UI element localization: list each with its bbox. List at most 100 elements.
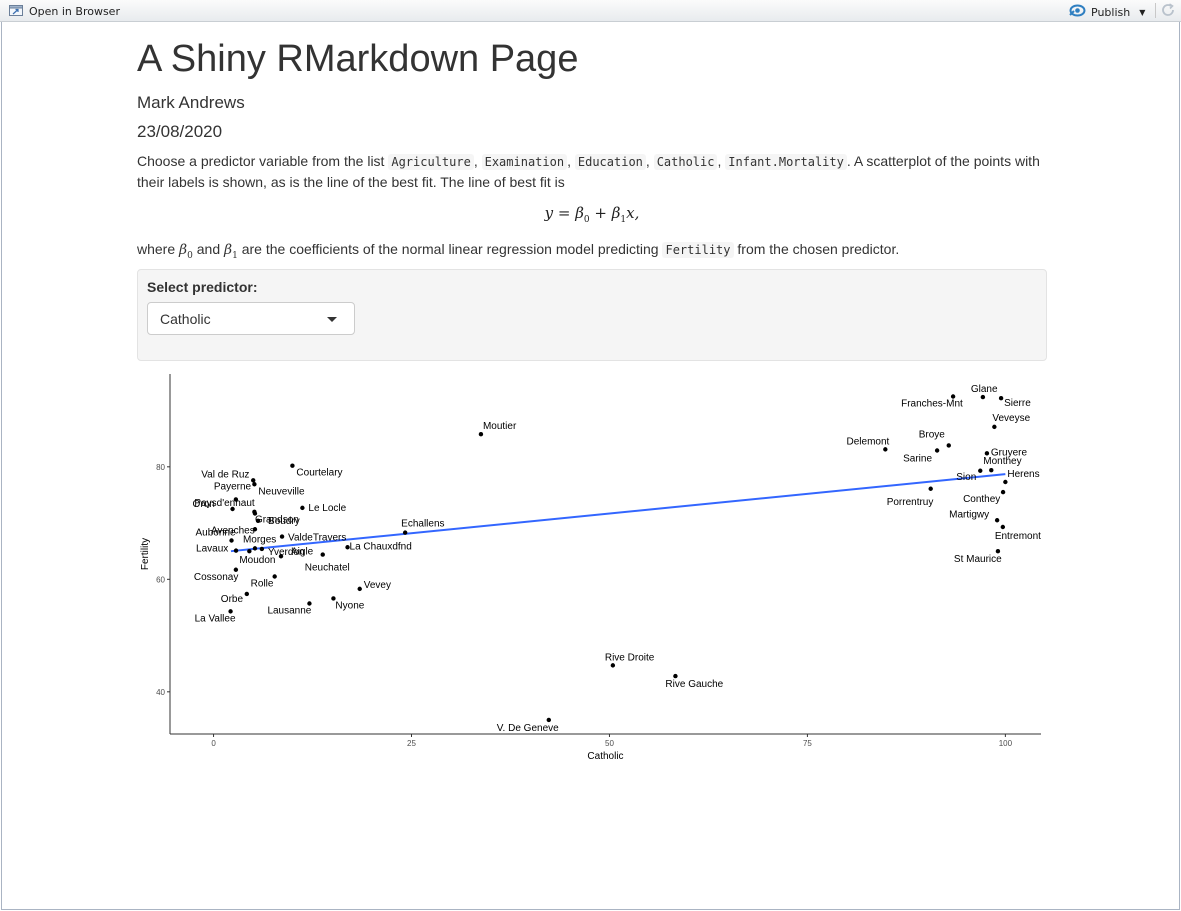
data-point [259,546,265,552]
scatterplot: 0 25 50 75 100 40 60 80 Catholic Fertility Courtel… [140,374,1041,762]
data-point [252,509,257,515]
point-label: Le Locle [308,503,346,514]
coef-and: and [192,241,224,257]
point-label: Franches-Mnt [901,399,963,410]
point-label: Val de Ruz [201,469,249,480]
x-tick-label: 25 [407,739,416,748]
data-point [228,609,233,614]
beta1-symbol: β1 [224,242,238,261]
data-point [233,567,239,572]
author: Mark Andrews [137,93,245,112]
point-label: Rolle [251,579,274,590]
data-point [357,586,362,592]
x-tick-label: 0 [211,739,216,748]
data-point [980,394,986,400]
point-label: Sion [956,472,976,483]
data-point [992,424,997,430]
point-label: Aigle [291,546,314,557]
var-examination: Examination [481,154,568,170]
response-variable: Fertility [662,242,734,258]
data-point [402,530,408,535]
point-label: Moudon [239,555,275,566]
point-label: Rive Gauche [665,679,723,690]
data-point [255,518,261,524]
open-in-browser-button[interactable]: Open in Browser [8,3,120,20]
data-point [229,538,234,543]
page-title: A Shiny RMarkdown Page [137,38,579,80]
predictor-label: Select predictor: [147,279,258,295]
data-point [290,463,295,468]
point-label: Glane [971,384,998,395]
point-label: Rive Droite [605,652,655,663]
point-label: Echallens [401,519,444,530]
data-point [252,482,257,487]
data-point [994,518,1000,523]
data-point [928,486,933,491]
y-axis-title: Fertility [140,538,151,570]
data-point [478,431,484,437]
coefficients-paragraph: where β0 and β1 are the coefficients of … [137,239,1047,266]
x-tick-label: 100 [999,739,1013,748]
refresh-icon[interactable] [1160,2,1176,21]
data-point [252,546,258,551]
point-label: Conthey [963,494,1000,505]
input-panel: Select predictor: Catholic [137,269,1047,361]
predictor-selected-value: Catholic [160,311,211,327]
data-point [251,478,256,483]
regression-line [230,473,1006,553]
data-point [610,663,616,668]
beta0-symbol: β0 [179,242,193,261]
x-axis-title: Catholic [587,751,623,762]
y-tick-label: 80 [156,463,165,472]
caret-down-icon[interactable]: ▼ [1139,7,1146,17]
point-label: Courtelary [296,468,342,479]
data-point [252,527,258,532]
open-in-browser-label: Open in Browser [29,5,120,18]
data-point [1000,489,1006,495]
var-infant-mortality: Infant.Mortality [725,154,847,170]
var-agriculture: Agriculture [388,154,474,170]
browser-window-icon [8,3,24,20]
point-label: ValdeTravers [288,533,346,544]
point-label: Vevey [364,580,391,591]
point-label: Yverdon [268,547,305,558]
publish-icon [1069,3,1086,21]
point-label: Morges [243,534,276,545]
y-tick-label: 40 [156,688,165,697]
point-label: Orbe [221,594,244,605]
data-point [978,468,983,473]
data-point [984,451,990,456]
date: 23/08/2020 [137,122,223,141]
coef-suffix: from the chosen predictor. [733,241,900,257]
viewer-toolbar: Open in Browser Publish ▼ [0,0,1181,22]
data-point [331,596,336,601]
data-point [1000,524,1006,530]
point-label: Lausanne [267,606,311,617]
predictor-select[interactable]: Catholic [147,302,355,335]
point-label: Herens [1007,469,1039,480]
x-tick-label: 75 [803,739,812,748]
point-label: Monthey [983,456,1021,467]
data-point [989,467,994,473]
point-label: V. De Geneve [497,723,559,734]
publish-label: Publish [1091,5,1131,19]
data-point [320,552,325,557]
data-point [998,395,1004,401]
point-label: Neuveville [258,486,305,497]
y-tick-label: 60 [156,575,165,584]
publish-button[interactable]: Publish ▼ [1069,3,1145,21]
data-point [300,505,305,511]
data-point [946,443,951,448]
data-point [1003,479,1008,485]
point-label: Oron [193,499,215,510]
point-label: La Chauxdfnd [350,541,412,552]
point-label: Delemont [847,436,890,447]
data-point [244,591,250,597]
point-label: Sierre [1004,398,1031,409]
data-point [233,548,239,553]
point-label: Gruyere [991,447,1028,458]
data-point [278,554,284,559]
var-education: Education [574,154,646,170]
point-label: Paysd'enhaut [194,498,255,509]
intro-suffix: . A scatterplot of the points with their… [137,153,1040,190]
